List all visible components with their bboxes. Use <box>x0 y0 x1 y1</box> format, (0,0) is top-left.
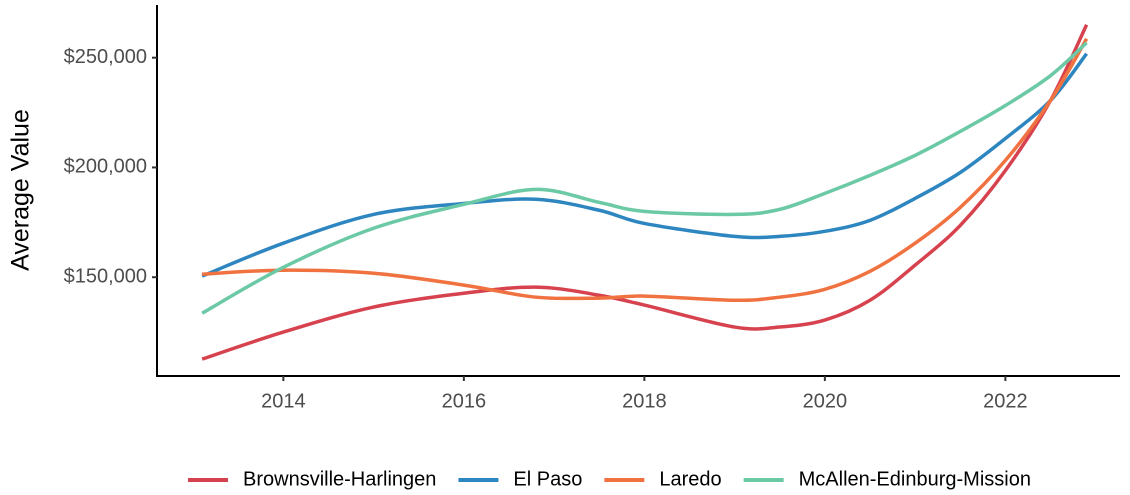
series-line <box>202 37 1089 303</box>
legend-label: El Paso <box>513 468 582 490</box>
legend-label: McAllen-Edinburg-Mission <box>799 468 1031 490</box>
x-tick-label: 2018 <box>622 390 667 412</box>
x-tick-label: 2022 <box>983 390 1028 412</box>
y-tick-label: $200,000 <box>64 156 147 178</box>
x-tick-label: 2016 <box>442 390 487 412</box>
y-axis-title: Average Value <box>7 109 35 271</box>
legend-label: Laredo <box>659 468 721 490</box>
x-tick-label: 2020 <box>803 390 848 412</box>
series-line <box>201 52 1088 278</box>
series-line <box>201 24 1089 361</box>
x-tick-label: 2014 <box>261 390 306 412</box>
legend-label: Brownsville-Harlingen <box>243 468 436 490</box>
y-tick-label: $250,000 <box>64 46 147 68</box>
series-line <box>201 41 1088 315</box>
y-tick-label: $150,000 <box>64 265 147 287</box>
